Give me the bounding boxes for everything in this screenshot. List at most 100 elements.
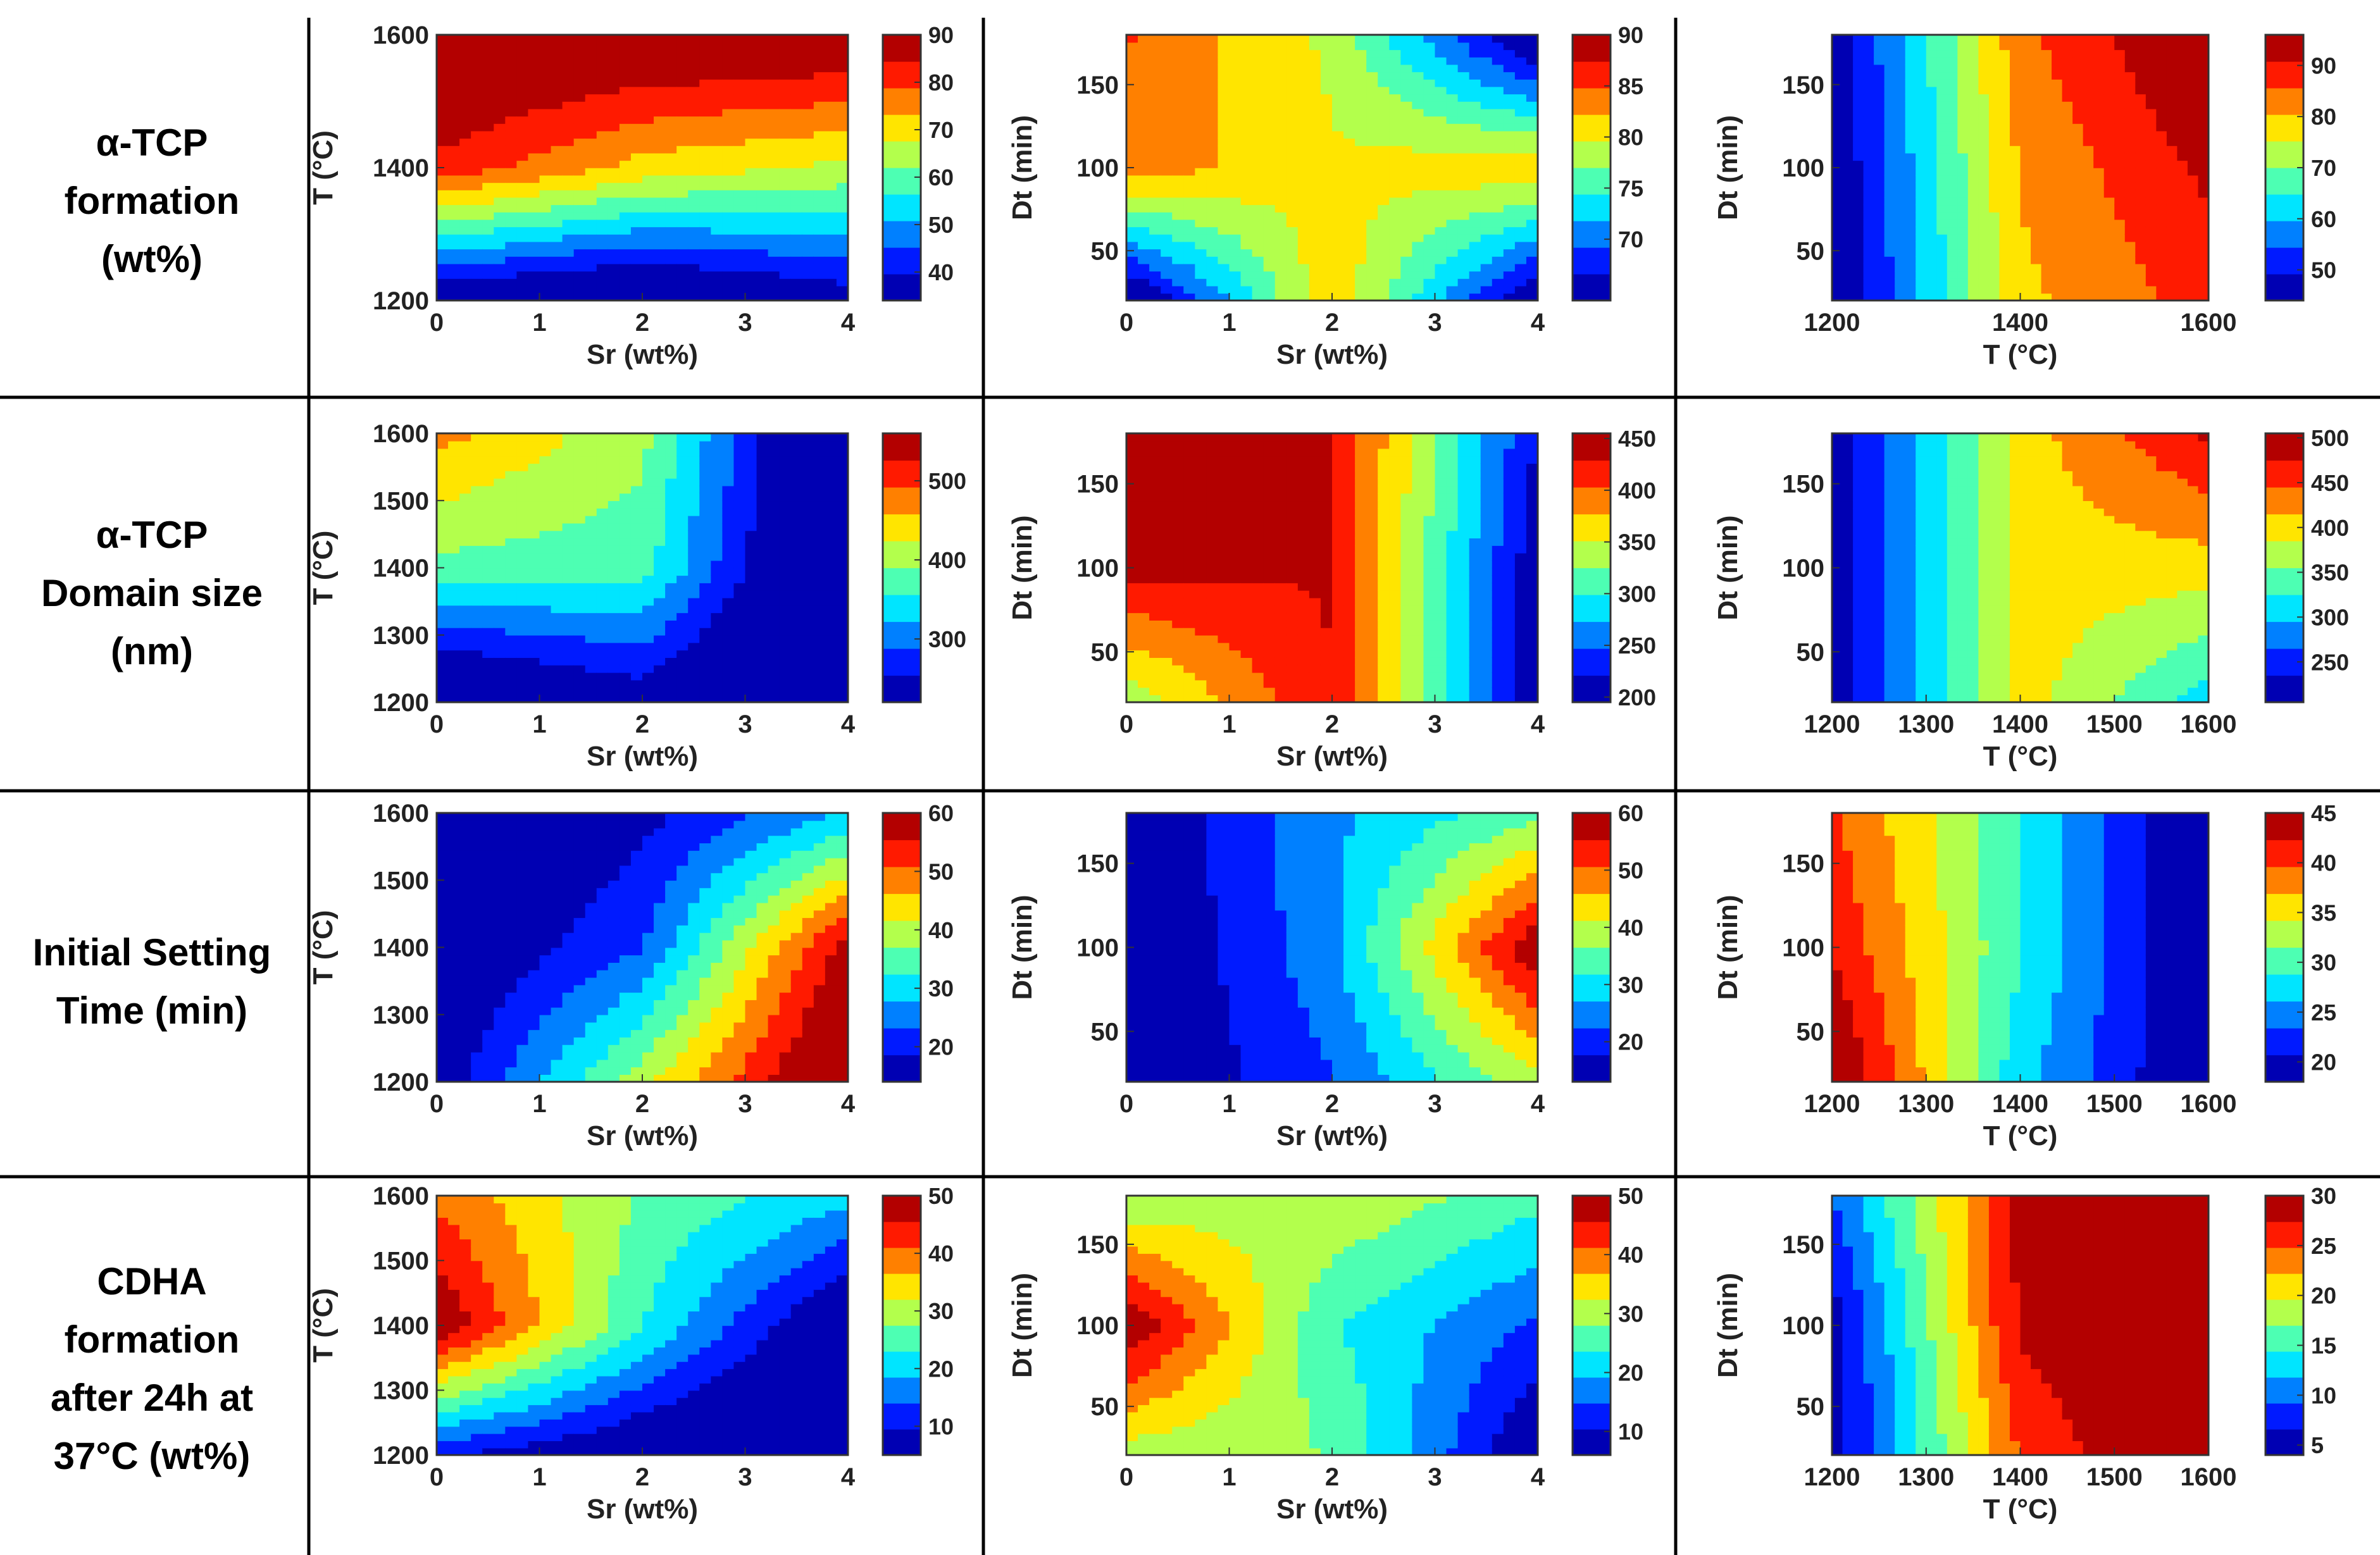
contour-cell	[2114, 219, 2126, 228]
contour-cell	[1947, 204, 1959, 213]
contour-cell	[2135, 101, 2146, 109]
contour-cell	[642, 226, 654, 235]
contour-cell	[688, 605, 701, 614]
contour-cell	[790, 204, 803, 213]
contour-cell	[1853, 138, 1864, 146]
contour-cell	[1378, 234, 1390, 242]
contour-cell	[1874, 42, 1885, 51]
contour-cell	[1905, 86, 1917, 95]
contour-cell	[825, 285, 837, 294]
contour-cell	[482, 620, 495, 628]
contour-cell	[1526, 241, 1538, 250]
contour-cell	[1252, 285, 1264, 294]
contour-cell	[654, 130, 666, 139]
contour-cell	[1978, 278, 1990, 287]
contour-cell	[1161, 160, 1173, 168]
contour-cell	[562, 278, 575, 287]
contour-cell	[551, 168, 563, 176]
contour-cell	[1967, 271, 1979, 279]
contour-cell	[2145, 271, 2157, 279]
contour-cell	[699, 86, 712, 95]
contour-cell	[1480, 116, 1493, 124]
contour-cell	[1343, 42, 1355, 51]
contour-cell	[607, 234, 620, 242]
contour-cell	[825, 278, 837, 287]
contour-cell	[585, 657, 597, 666]
contour-cell	[2083, 123, 2094, 132]
contour-cell	[665, 695, 677, 703]
contour-cell	[2103, 108, 2115, 117]
contour-cell	[733, 212, 746, 220]
contour-cell	[1967, 86, 1979, 95]
contour-cell	[482, 687, 495, 695]
contour-cell	[1320, 160, 1333, 168]
contour-cell	[1884, 42, 1895, 51]
contour-cell	[1400, 86, 1413, 95]
contour-cell	[505, 620, 518, 628]
contour-cell	[768, 197, 780, 206]
contour-cell	[1526, 249, 1538, 257]
contour-cell	[528, 605, 540, 614]
contour-cell	[505, 64, 518, 73]
contour-cell	[2052, 256, 2063, 264]
contour-cell	[836, 204, 849, 213]
contour-cell	[642, 263, 654, 272]
contour-cell	[2135, 116, 2146, 124]
contour-cell	[573, 664, 586, 673]
contour-cell	[596, 79, 609, 87]
contour-cell	[539, 86, 552, 95]
contour-cell	[676, 57, 689, 65]
contour-cell	[1229, 278, 1242, 287]
contour-cell	[1297, 116, 1310, 124]
contour-cell	[437, 523, 449, 531]
contour-cell	[539, 560, 552, 569]
contour-cell	[2135, 256, 2146, 264]
contour-cell	[494, 152, 506, 161]
contour-cell	[1229, 42, 1242, 51]
contour-cell	[459, 285, 471, 294]
contour-cell	[1332, 152, 1344, 161]
contour-cell	[1503, 278, 1516, 287]
contour-cell	[1905, 35, 1917, 43]
contour-cell	[1389, 168, 1402, 176]
contour-cell	[459, 650, 471, 658]
contour-cell	[1435, 241, 1447, 250]
contour-cell	[516, 635, 529, 643]
contour-cell	[711, 642, 723, 651]
contour-cell	[1947, 278, 1959, 287]
contour-cell	[836, 278, 849, 287]
contour-cell	[665, 433, 677, 442]
contour-cell	[1988, 241, 2000, 250]
contour-cell	[699, 538, 712, 546]
contour-cell	[1947, 86, 1959, 95]
contour-cell	[813, 108, 826, 117]
contour-cell	[676, 226, 689, 235]
contour-cell	[494, 560, 506, 569]
contour-cell	[836, 138, 849, 146]
contour-cell	[1229, 263, 1242, 272]
contour-cell	[459, 226, 471, 235]
contour-cell	[528, 538, 540, 546]
contour-cell	[1378, 278, 1390, 287]
contour-cell	[1138, 64, 1150, 73]
contour-cell	[505, 263, 518, 272]
contour-cell	[573, 583, 586, 591]
contour-cell	[482, 241, 495, 250]
contour-cell	[448, 212, 460, 220]
contour-cell	[722, 263, 735, 272]
contour-cell	[2103, 123, 2115, 132]
contour-cell	[539, 190, 552, 198]
contour-cell	[1126, 160, 1138, 168]
contour-cell	[722, 463, 735, 471]
contour-cell	[1218, 130, 1230, 139]
contour-cell	[722, 138, 735, 146]
contour-cell	[494, 650, 506, 658]
contour-cell	[813, 71, 826, 80]
contour-cell	[2083, 271, 2094, 279]
contour-cell	[1842, 42, 1854, 51]
row-label-line: Initial Setting	[32, 931, 271, 974]
contour-cell	[1366, 263, 1379, 272]
contour-cell	[528, 672, 540, 681]
contour-cell	[619, 508, 632, 516]
contour-cell	[688, 175, 701, 183]
